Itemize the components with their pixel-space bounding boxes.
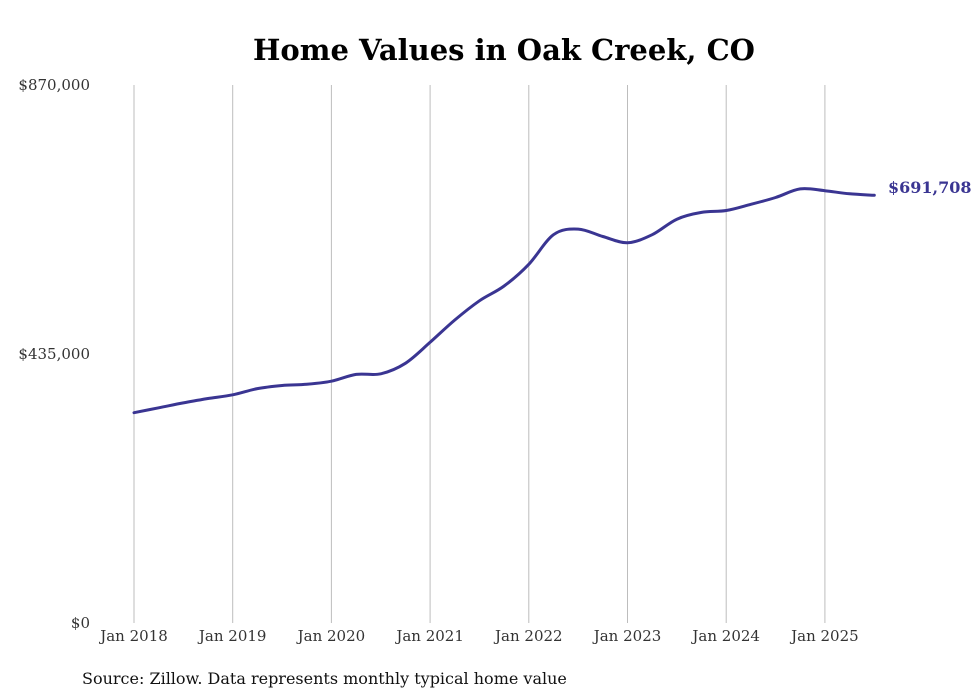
y-axis-ticks: $0 $435,000 $870,000 <box>18 76 90 632</box>
x-tick-label: Jan 2020 <box>296 627 366 645</box>
end-value-label: $691,708 <box>888 178 972 197</box>
x-tick-label: Jan 2025 <box>789 627 859 645</box>
y-tick-label: $435,000 <box>18 345 90 363</box>
x-tick-label: Jan 2024 <box>690 627 760 645</box>
x-tick-label: Jan 2021 <box>394 627 464 645</box>
chart-title: Home Values in Oak Creek, CO <box>253 33 755 67</box>
x-tick-label: Jan 2019 <box>197 627 267 645</box>
y-tick-label: $0 <box>71 614 90 632</box>
series-line-home-value <box>132 187 876 415</box>
x-axis-ticks: Jan 2018 Jan 2019 Jan 2020 Jan 2021 Jan 2022… <box>98 627 858 645</box>
source-note: Source: Zillow. Data represents monthly … <box>82 669 567 688</box>
x-tick-label: Jan 2023 <box>592 627 662 645</box>
y-tick-label: $870,000 <box>18 76 90 94</box>
x-tick-label: Jan 2018 <box>98 627 168 645</box>
gridlines <box>133 85 826 623</box>
x-tick-label: Jan 2022 <box>493 627 563 645</box>
